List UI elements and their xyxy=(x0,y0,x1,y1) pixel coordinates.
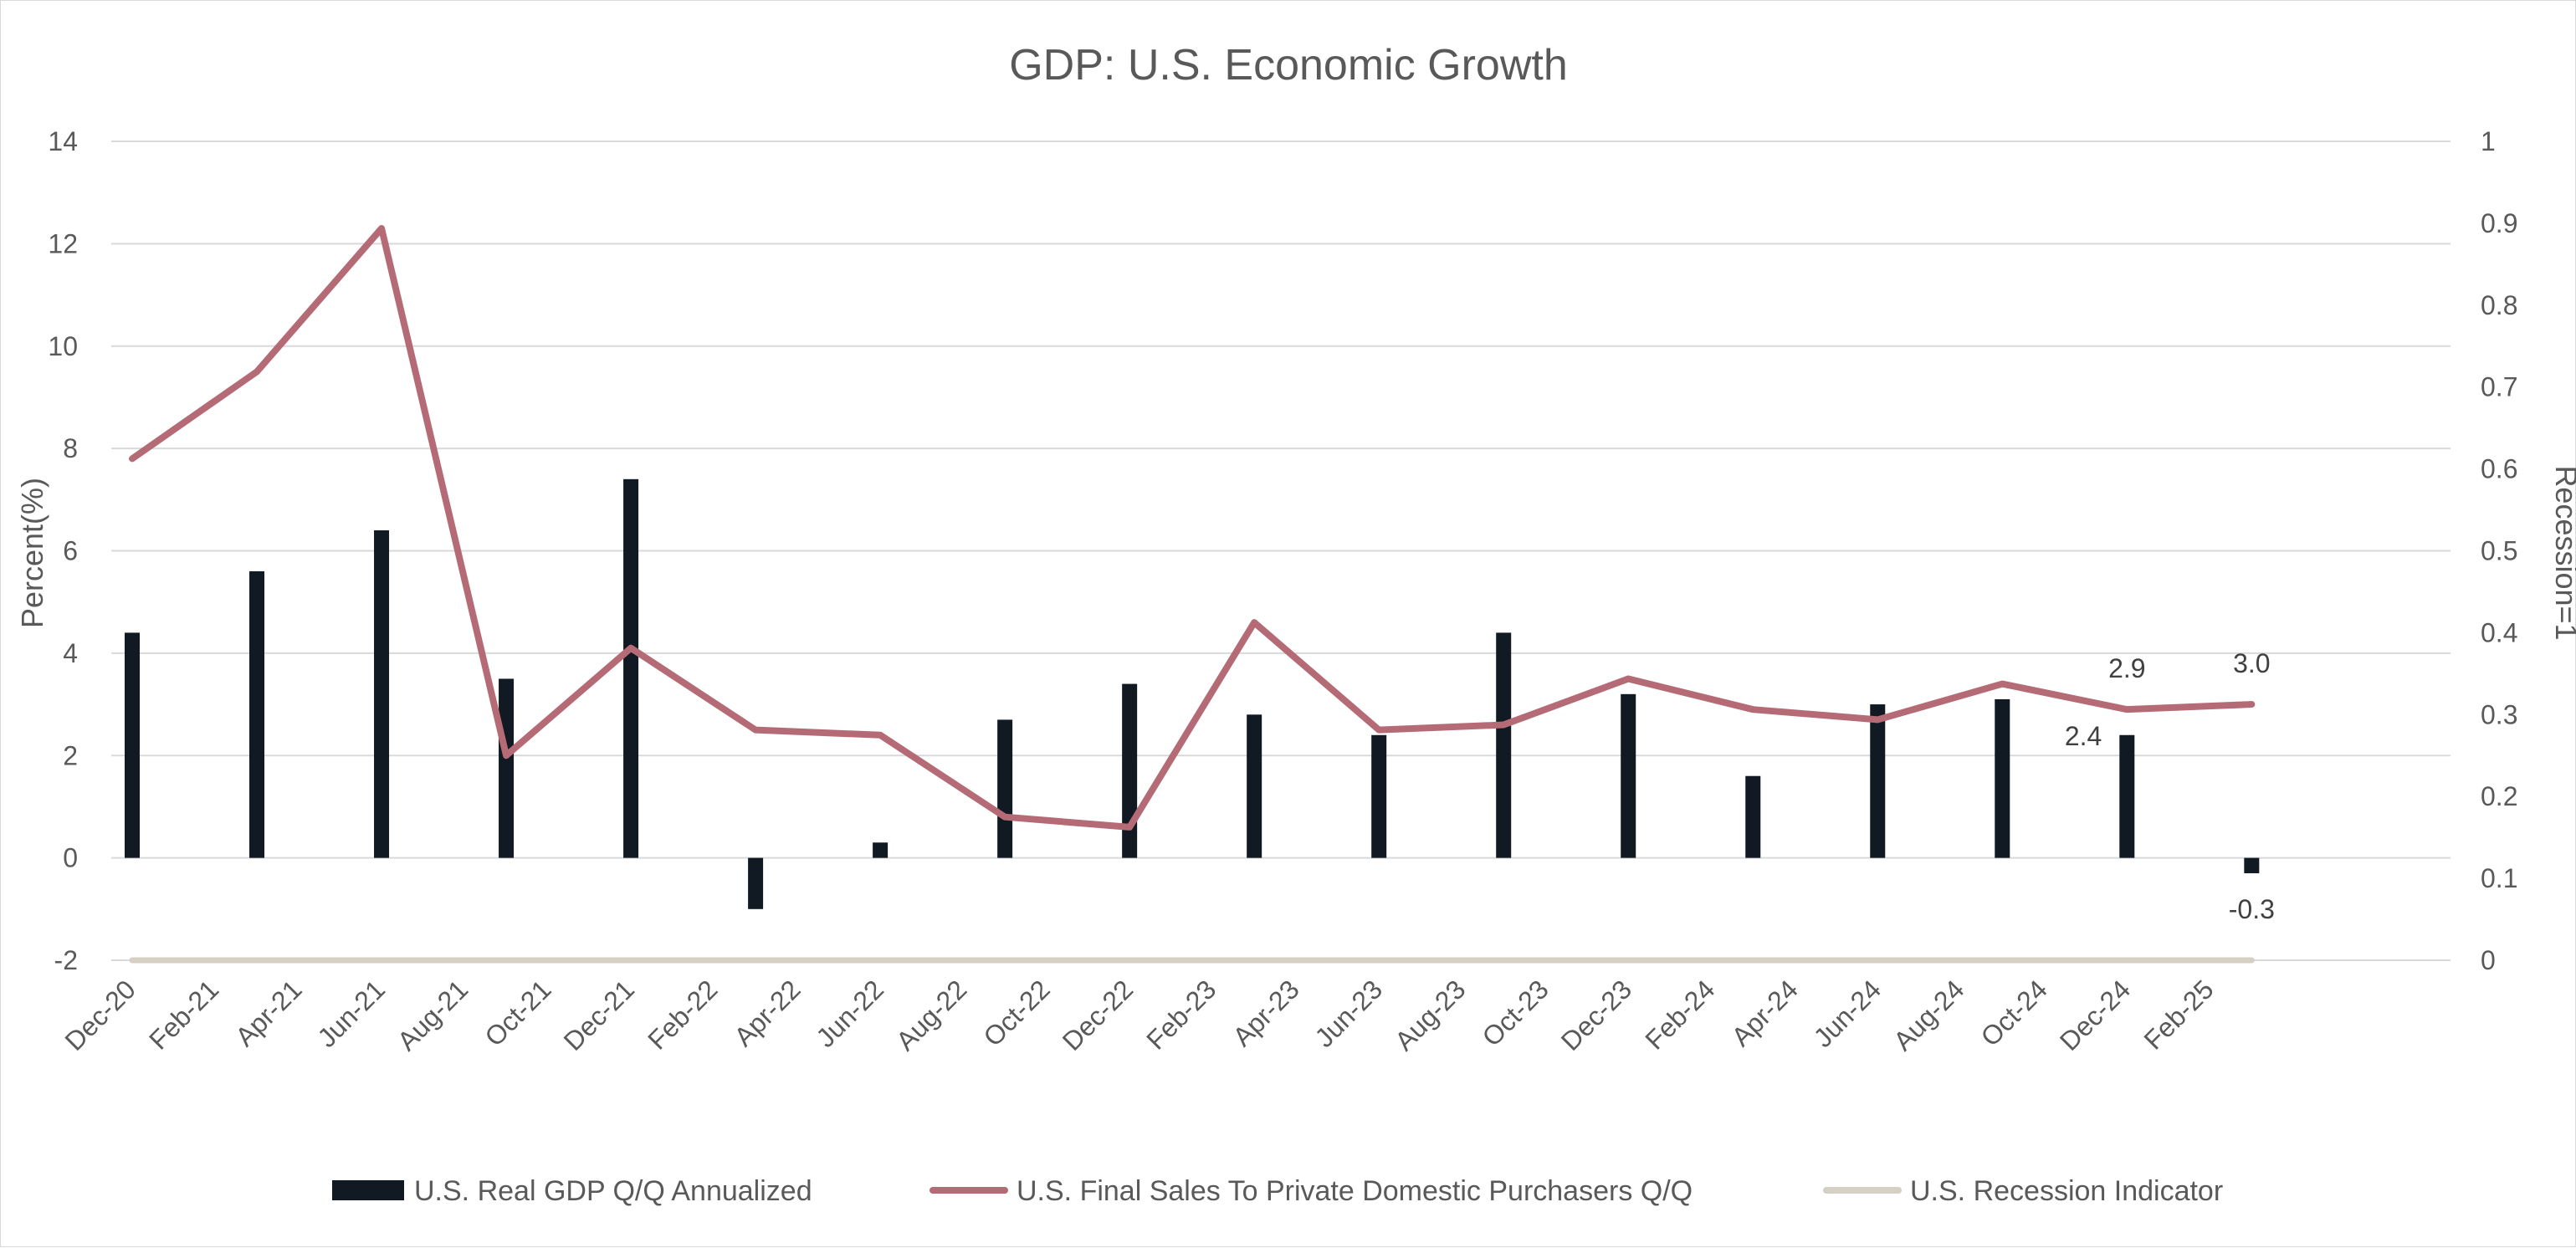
gdp-bar xyxy=(873,842,889,858)
x-tick-label: Jun-21 xyxy=(311,974,391,1053)
x-tick-label: Feb-25 xyxy=(2138,974,2219,1055)
data-label: -0.3 xyxy=(2229,894,2275,924)
y-tick-label: -2 xyxy=(54,945,78,975)
x-tick-label: Apr-22 xyxy=(728,974,806,1051)
data-label: 2.9 xyxy=(2108,653,2145,683)
x-tick-label: Dec-22 xyxy=(1057,974,1139,1056)
y2-tick-label: 0.1 xyxy=(2481,863,2517,893)
x-tick-label: Oct-22 xyxy=(977,974,1055,1051)
y-tick-label: 8 xyxy=(63,433,78,463)
y2-tick-label: 1 xyxy=(2481,126,2496,156)
x-tick-label: Oct-23 xyxy=(1476,974,1554,1051)
x-tick-label: Oct-24 xyxy=(1975,974,2053,1051)
gdp-bar xyxy=(997,719,1013,858)
gdp-bar xyxy=(1745,775,1761,858)
gdp-bar xyxy=(2244,857,2260,873)
x-tick-label: Feb-21 xyxy=(143,974,224,1055)
gdp-bar xyxy=(623,478,639,858)
x-tick-label: Feb-22 xyxy=(642,974,723,1055)
data-label: 3.0 xyxy=(2233,648,2270,678)
gdp-bar xyxy=(499,678,515,858)
gdp-bar xyxy=(1496,632,1512,858)
y2-axis-ticks: 0 0.1 0.2 0.3 0.4 0.5 0.6 0.7 0.8 0.9 1 xyxy=(2481,126,2517,975)
y2-tick-label: 0 xyxy=(2481,945,2496,975)
legend: U.S. Real GDP Q/Q Annualized U.S. Final … xyxy=(332,1175,2223,1207)
y-tick-label: 0 xyxy=(63,843,78,873)
y2-tick-label: 0.7 xyxy=(2481,372,2517,402)
gdp-bar xyxy=(1122,683,1138,858)
gdp-bar xyxy=(1995,698,2010,858)
gdp-bar xyxy=(1870,704,1886,858)
y-tick-label: 14 xyxy=(48,126,78,156)
y-tick-label: 2 xyxy=(63,740,78,770)
legend-label-gdp: U.S. Real GDP Q/Q Annualized xyxy=(414,1175,812,1207)
y-tick-label: 10 xyxy=(48,331,78,361)
data-labels: 2.4 -0.3 2.9 3.0 xyxy=(2065,648,2275,924)
gdp-bar xyxy=(1247,714,1262,858)
x-tick-label: Dec-24 xyxy=(2054,974,2136,1056)
y2-tick-label: 0.8 xyxy=(2481,290,2517,320)
gdp-bar xyxy=(374,530,390,858)
y2-tick-label: 0.9 xyxy=(2481,208,2517,238)
legend-label-final-sales: U.S. Final Sales To Private Domestic Pur… xyxy=(1017,1175,1693,1207)
gridlines xyxy=(111,141,2451,961)
x-tick-label: Jun-23 xyxy=(1309,974,1389,1053)
legend-label-recession: U.S. Recession Indicator xyxy=(1910,1175,2223,1207)
gdp-bar xyxy=(1371,734,1387,858)
x-tick-label: Oct-21 xyxy=(479,974,556,1051)
x-tick-label: Apr-24 xyxy=(1726,974,1804,1051)
x-tick-label: Apr-21 xyxy=(229,974,307,1051)
gdp-bars xyxy=(125,478,2260,909)
gdp-bar xyxy=(2119,734,2135,858)
x-tick-label: Aug-22 xyxy=(890,974,972,1056)
y-tick-label: 4 xyxy=(63,638,78,668)
gdp-bar xyxy=(125,632,140,858)
gdp-bar xyxy=(1621,693,1636,858)
y2-tick-label: 0.3 xyxy=(2481,699,2517,729)
final-sales-line xyxy=(129,225,2256,831)
x-tick-label: Jun-22 xyxy=(810,974,889,1053)
y-tick-label: 6 xyxy=(63,536,78,566)
chart-title: GDP: U.S. Economic Growth xyxy=(1009,41,1568,90)
x-tick-label: Jun-24 xyxy=(1808,974,1887,1053)
y2-tick-label: 0.5 xyxy=(2481,536,2517,566)
x-tick-label: Aug-21 xyxy=(392,974,474,1056)
x-axis-ticks: Dec-20 Feb-21 Apr-21 Jun-21 Aug-21 Oct-21 Dec-… xyxy=(59,974,2220,1056)
y-tick-label: 12 xyxy=(48,228,78,258)
x-tick-label: Aug-24 xyxy=(1887,974,1969,1056)
legend-swatch-gdp xyxy=(332,1180,404,1200)
legend-item-recession: U.S. Recession Indicator xyxy=(1823,1175,2223,1207)
y2-tick-label: 0.6 xyxy=(2481,454,2517,484)
x-tick-label: Feb-23 xyxy=(1140,974,1221,1055)
gdp-bar xyxy=(249,570,265,858)
x-tick-label: Feb-24 xyxy=(1639,974,1720,1055)
legend-item-final-sales: U.S. Final Sales To Private Domestic Pur… xyxy=(930,1175,1693,1207)
y2-axis-title: Recession=1 xyxy=(2549,465,2576,640)
legend-item-gdp: U.S. Real GDP Q/Q Annualized xyxy=(332,1175,812,1207)
x-tick-label: Dec-21 xyxy=(558,974,640,1056)
final-sales-series xyxy=(129,225,2256,831)
data-label: 2.4 xyxy=(2065,721,2102,751)
y2-tick-label: 0.2 xyxy=(2481,781,2517,811)
y-axis-ticks: -2 0 2 4 6 8 10 12 14 xyxy=(48,126,78,975)
x-tick-label: Apr-23 xyxy=(1227,974,1304,1051)
x-tick-label: Dec-23 xyxy=(1555,974,1637,1056)
y-axis-title: Percent(%) xyxy=(15,478,49,628)
gdp-bar xyxy=(748,857,764,909)
y2-tick-label: 0.4 xyxy=(2481,617,2517,647)
x-tick-label: Aug-23 xyxy=(1389,974,1471,1056)
x-tick-label: Dec-20 xyxy=(59,974,141,1056)
